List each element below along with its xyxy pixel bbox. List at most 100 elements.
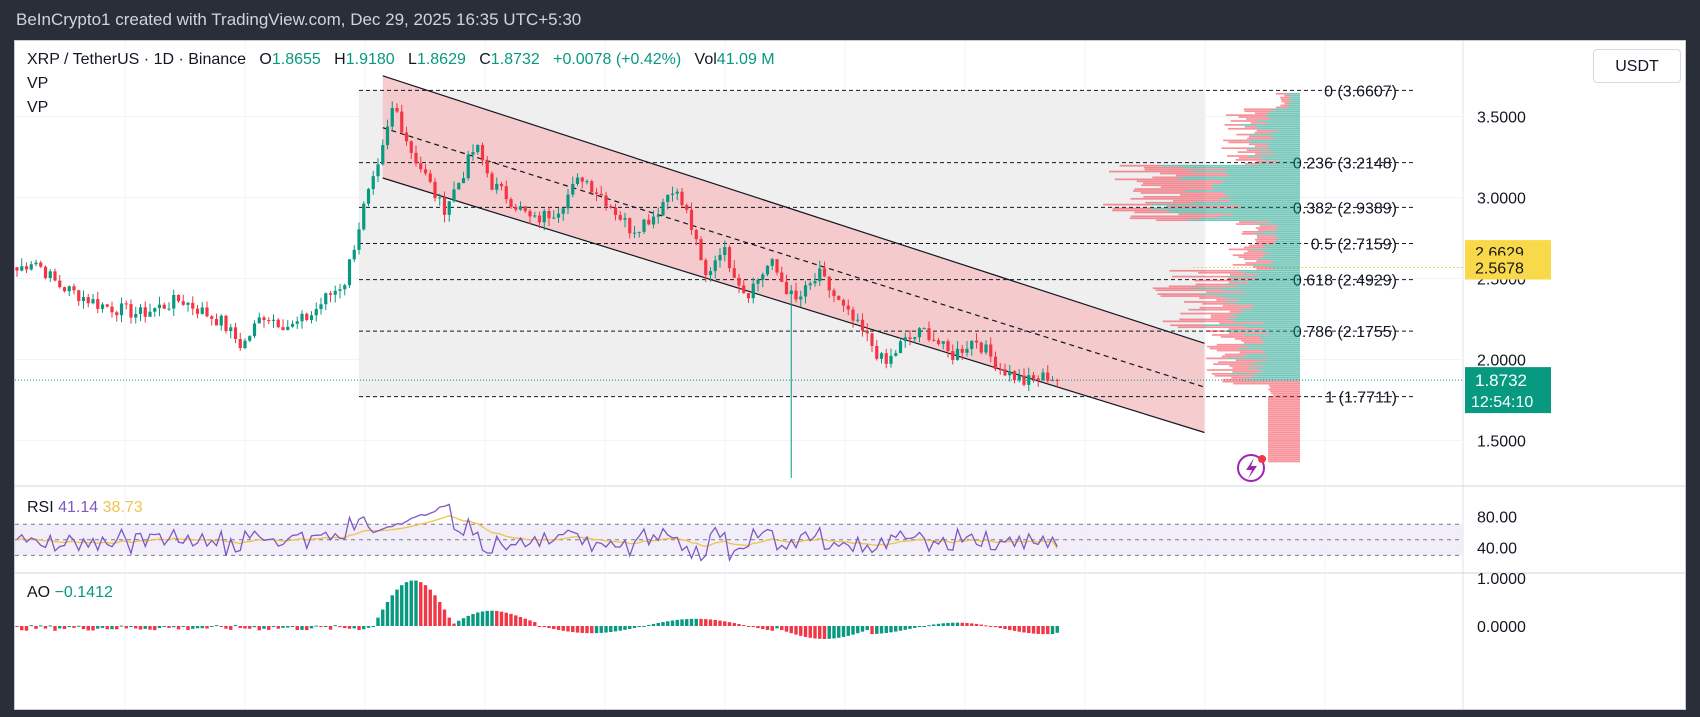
- vp-bar: [1274, 242, 1300, 245]
- candle-body: [248, 336, 252, 341]
- vp-bar: [1144, 166, 1183, 169]
- vp-bar: [1277, 129, 1300, 132]
- vp-bar: [1270, 135, 1300, 138]
- symbol-title[interactable]: XRP / TetherUS · 1D · Binance: [27, 51, 247, 68]
- vp-bar: [1244, 110, 1275, 113]
- ao-label[interactable]: AO: [27, 584, 51, 601]
- vp-bar: [1273, 394, 1300, 397]
- ao-bar: [571, 626, 575, 633]
- ao-bar: [466, 615, 470, 626]
- vp-bar: [1228, 318, 1300, 321]
- currency-button[interactable]: USDT: [1593, 49, 1681, 83]
- vp-bar: [1288, 102, 1300, 105]
- candle-body: [898, 341, 903, 354]
- vp-bar: [1268, 441, 1300, 443]
- vp-bar: [1166, 205, 1240, 208]
- ao-bar: [585, 626, 589, 634]
- candle-body: [927, 328, 931, 340]
- vp-bar: [1263, 339, 1300, 342]
- ao-bar: [96, 626, 100, 629]
- candle-body: [62, 287, 67, 292]
- vp-indicator-1[interactable]: VP: [27, 75, 49, 92]
- candle-body: [172, 295, 176, 309]
- ao-bar: [799, 626, 803, 636]
- vp-bar: [1206, 357, 1229, 360]
- vp-bar: [1239, 351, 1267, 354]
- vp-bar: [1219, 322, 1264, 325]
- vp-bar: [1256, 260, 1273, 262]
- candle-body: [813, 281, 817, 284]
- candle-body: [167, 308, 171, 310]
- ao-bar: [599, 626, 603, 633]
- ao-bar: [29, 625, 33, 627]
- candle-body: [257, 317, 261, 324]
- vp-bar: [1284, 102, 1289, 105]
- vp-bar: [1269, 252, 1300, 255]
- vp-bar: [1259, 151, 1300, 153]
- ao-bar: [989, 626, 993, 627]
- vp-bar: [1244, 162, 1258, 165]
- candle-body: [523, 206, 527, 212]
- ao-bar: [362, 626, 366, 630]
- vp-bar: [1221, 147, 1248, 150]
- candle-body: [485, 160, 489, 174]
- ao-bar: [723, 621, 727, 626]
- vp-bar: [1280, 98, 1289, 101]
- lightning-icon-ring: [1237, 454, 1265, 482]
- ao-bar: [765, 626, 770, 630]
- vp-bar: [1179, 194, 1226, 196]
- vp-bar: [1262, 250, 1300, 253]
- candle-body: [238, 338, 242, 349]
- candle-body: [941, 341, 945, 344]
- vp-bar: [1264, 246, 1300, 249]
- level-label-box: [1465, 255, 1551, 280]
- candle-body: [879, 353, 884, 359]
- vp-bar: [1268, 423, 1300, 426]
- candle-body: [72, 286, 76, 291]
- candle-body: [936, 340, 941, 344]
- candle-body: [917, 328, 922, 338]
- vp-bar: [1144, 168, 1226, 171]
- vp-bar: [1266, 143, 1300, 146]
- candle-body: [252, 323, 257, 337]
- price-chart-svg[interactable]: 0 (3.6607) 0.236 (3.2148) 0.382 (2.9389) 0.…: [15, 41, 1686, 710]
- vp-bar: [1178, 213, 1233, 216]
- ao-bar: [922, 626, 926, 627]
- candle-body: [219, 315, 223, 326]
- vp-bar: [1262, 371, 1300, 373]
- vp-bar: [1207, 369, 1259, 371]
- vp-bar: [1243, 378, 1300, 381]
- candle-body: [789, 290, 793, 295]
- ao-tick-label: 0.0000: [1477, 619, 1526, 636]
- vp-bar: [1284, 92, 1300, 95]
- vol-value: 41.09 M: [716, 51, 775, 68]
- vp-indicator-2[interactable]: VP: [27, 99, 49, 116]
- candle-body: [153, 308, 157, 312]
- candle-body: [1022, 375, 1026, 385]
- vp-bar: [1130, 197, 1218, 200]
- rsi-tick-label: 80.00: [1477, 509, 1517, 526]
- candle-body: [100, 304, 105, 309]
- candle-body: [390, 107, 394, 127]
- ao-bar: [143, 626, 147, 629]
- vp-bar: [1218, 361, 1255, 364]
- rsi-label[interactable]: RSI: [27, 499, 54, 516]
- vp-bar: [1255, 374, 1300, 377]
- candle-body: [110, 306, 114, 313]
- ao-bar: [423, 585, 428, 626]
- candle-body: [447, 201, 451, 215]
- fib-level-label: 0.382 (2.9389): [1293, 200, 1397, 217]
- vp-bar: [1129, 217, 1202, 220]
- vp-bar: [1232, 279, 1300, 282]
- vp-bar: [1228, 332, 1268, 334]
- ao-bar: [618, 626, 622, 631]
- vp-bar: [1267, 122, 1300, 124]
- candle-body: [186, 302, 190, 305]
- candle-body: [984, 344, 988, 353]
- vp-bar: [1278, 225, 1300, 227]
- vp-bar: [1145, 201, 1195, 204]
- vp-bar: [1235, 159, 1263, 161]
- ao-bar: [67, 626, 71, 628]
- vp-bar: [1257, 258, 1300, 260]
- vp-bar: [1268, 446, 1300, 449]
